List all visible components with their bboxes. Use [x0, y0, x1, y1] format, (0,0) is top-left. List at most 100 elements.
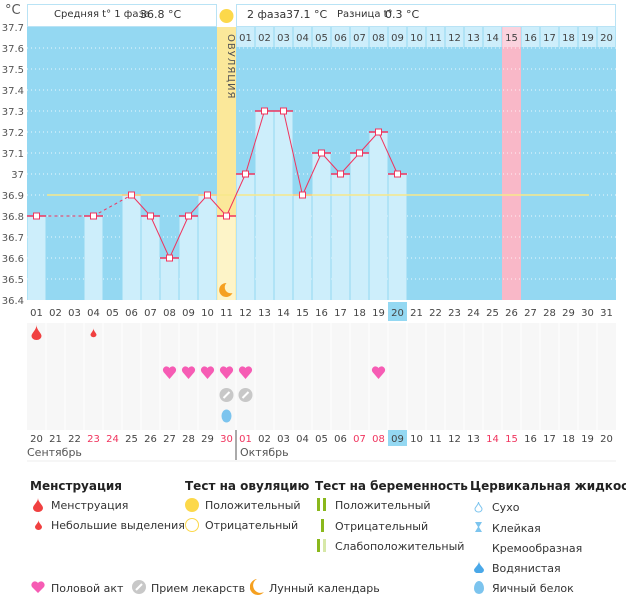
cycle-day-cell — [331, 27, 350, 47]
x-tick-label: 15 — [296, 308, 309, 319]
temperature-line-segment — [245, 110, 265, 175]
calendar-date: 09 — [391, 434, 404, 445]
cycle-day-cell — [521, 27, 540, 47]
cycle-day-label: 01 — [239, 33, 252, 44]
ovulation-sun-icon — [219, 9, 234, 23]
calendar-date: 18 — [562, 434, 575, 445]
temperature-line-segment — [378, 131, 398, 175]
x-tick-label: 04 — [87, 308, 100, 319]
cycle-day-cell — [407, 27, 426, 47]
legend-item-watery: Водянистая — [492, 562, 561, 575]
temperature-line-segment — [150, 215, 170, 259]
x-tick-label: 10 — [201, 308, 214, 319]
spotting-icon — [90, 328, 97, 338]
calendar-date: 12 — [448, 434, 461, 445]
temperature-point — [90, 212, 97, 220]
calendar-date: 25 — [125, 434, 138, 445]
calendar-date: 22 — [68, 434, 81, 445]
x-tick-label: 05 — [106, 308, 119, 319]
y-tick-label: 36.4 — [2, 296, 24, 307]
heart-icon — [371, 366, 386, 379]
phase2-label: 2 фаза — [247, 8, 287, 21]
temperature-point — [375, 128, 382, 136]
y-tick-label: 37.3 — [2, 107, 24, 118]
x-tick-label: 11 — [220, 308, 233, 319]
x-tick-label: 26 — [505, 308, 518, 319]
temperature-line-segment — [93, 194, 132, 217]
pregnancy-positive-icon — [317, 498, 320, 511]
y-tick-label: 36.9 — [2, 191, 24, 202]
cycle-day-label: 16 — [524, 33, 537, 44]
highlighted-day-column — [502, 27, 521, 300]
cycle-day-cell — [578, 27, 597, 47]
pill-icon — [132, 580, 146, 594]
phase1-header-box — [27, 4, 217, 27]
cycle-day-label: 06 — [334, 33, 347, 44]
heart-icon — [31, 581, 45, 593]
x-tick-label: 18 — [353, 308, 366, 319]
x-tick-label: 20 — [391, 308, 404, 319]
temperature-bar — [350, 153, 369, 300]
x-tick-label: 12 — [239, 308, 252, 319]
legend-item-pregnancy-negative: Отрицательный — [335, 520, 429, 533]
y-tick-label: 37.1 — [2, 149, 24, 160]
cycle-day-label: 02 — [258, 33, 271, 44]
calendar-date: 03 — [277, 434, 290, 445]
y-tick-label: 37.4 — [2, 86, 24, 97]
cycle-day-cell — [350, 27, 369, 47]
temperature-point — [128, 191, 135, 199]
ovulation-label: ОВУЛЯЦИЯ — [225, 34, 236, 100]
heart-icon — [200, 366, 215, 379]
x-tick-label: 22 — [429, 308, 442, 319]
small-blood-drop-icon — [35, 520, 42, 530]
cycle-day-label: 04 — [296, 33, 309, 44]
cycle-day-cell — [426, 27, 445, 47]
calendar-date: 30 — [220, 434, 233, 445]
calendar-date: 28 — [182, 434, 195, 445]
temperature-bar — [217, 216, 236, 300]
x-tick-label: 06 — [125, 308, 138, 319]
x-tick-label: 24 — [467, 308, 480, 319]
temperature-bar — [274, 111, 293, 300]
x-tick-label: 28 — [543, 308, 556, 319]
cycle-day-cell — [388, 27, 407, 47]
x-tick-label: 02 — [49, 308, 62, 319]
blood-drop-icon — [33, 498, 43, 512]
calendar-date: 29 — [201, 434, 214, 445]
calendar-date: 24 — [106, 434, 119, 445]
calendar-date: 19 — [581, 434, 594, 445]
temperature-point — [394, 170, 401, 178]
temperature-bar — [179, 216, 198, 300]
temperature-bar — [312, 153, 331, 300]
legend-pregnancy-title: Тест на беременность — [315, 479, 468, 493]
temperature-point — [33, 212, 40, 220]
y-tick-label: 37 — [11, 170, 24, 181]
calendar-date: 26 — [144, 434, 157, 445]
cycle-day-label: 13 — [467, 33, 480, 44]
cycle-day-cell — [255, 27, 274, 47]
ovulation-negative-icon — [185, 518, 199, 532]
heart-icon — [181, 366, 196, 379]
x-tick-label: 21 — [410, 308, 423, 319]
x-tick-label: 29 — [562, 308, 575, 319]
ovulation-positive-icon — [185, 498, 199, 512]
calendar-date: 10 — [410, 434, 423, 445]
cycle-day-label: 15 — [505, 33, 518, 44]
x-tick-label: 16 — [315, 308, 328, 319]
legend-item-ovulation-positive: Положительный — [205, 499, 301, 512]
calendar-date: 13 — [467, 434, 480, 445]
calendar-date: 01 — [239, 434, 252, 445]
cycle-day-label: 19 — [581, 33, 594, 44]
y-tick-label: 36.7 — [2, 233, 24, 244]
legend-item-intercourse: Половой акт — [51, 582, 124, 595]
y-tick-label: 37.7 — [2, 23, 24, 34]
temperature-point — [223, 212, 230, 220]
y-tick-label: 36.5 — [2, 275, 24, 286]
calendar-grid — [27, 323, 616, 430]
phase2-value: 37.1 °C — [286, 8, 328, 21]
legend-cervical-title: Цервикальная жидкость — [470, 479, 626, 493]
calendar-date: 23 — [87, 434, 100, 445]
y-tick-label: 37.5 — [2, 65, 24, 76]
x-tick-label: 19 — [372, 308, 385, 319]
